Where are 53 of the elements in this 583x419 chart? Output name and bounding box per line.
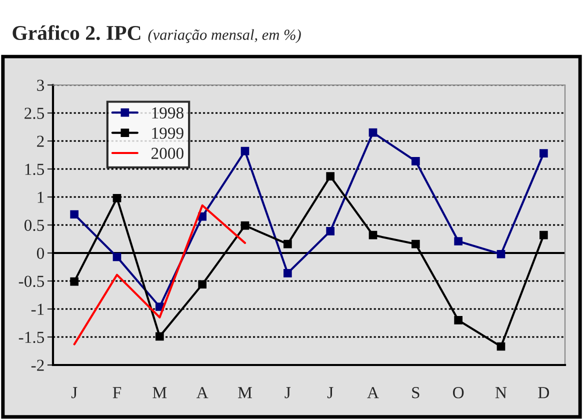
point bbox=[540, 149, 548, 158]
x-tick-label: M bbox=[152, 387, 167, 398]
chart-subtitle: (variação mensal, em %) bbox=[148, 29, 301, 44]
legend-label: 2000 bbox=[151, 148, 184, 159]
point bbox=[156, 302, 164, 311]
point bbox=[284, 240, 292, 248]
point bbox=[454, 316, 462, 324]
y-tick-label: 3 bbox=[37, 80, 44, 91]
y-tick-label: 2 bbox=[37, 136, 44, 147]
legend-label: 1999 bbox=[152, 128, 184, 139]
point bbox=[156, 332, 164, 341]
x-tick-label: F bbox=[112, 387, 122, 398]
point bbox=[240, 146, 250, 156]
x-tick-label: J bbox=[284, 387, 291, 398]
point bbox=[326, 226, 334, 236]
y-tick-label: -1 bbox=[31, 304, 44, 315]
y-tick-label: 1.5 bbox=[25, 164, 44, 176]
point bbox=[326, 172, 334, 180]
legend-label: 1998 bbox=[152, 107, 184, 119]
x-tick-label: J bbox=[71, 387, 78, 398]
x-tick-label: O bbox=[453, 387, 464, 398]
point bbox=[368, 230, 378, 240]
chart-title: Gráfico 2. IPC bbox=[12, 25, 140, 40]
point bbox=[112, 194, 122, 202]
x-tick-label: A bbox=[196, 387, 208, 398]
y-tick-label: -2 bbox=[31, 360, 44, 371]
x-tick-label: A bbox=[367, 387, 379, 398]
point bbox=[198, 280, 206, 289]
y-tick-label: 0 bbox=[36, 248, 44, 259]
y-tick-label: -1.5 bbox=[18, 332, 44, 344]
x-tick-label: J bbox=[327, 387, 334, 398]
point bbox=[70, 210, 78, 219]
x-tick-label: S bbox=[412, 387, 420, 398]
point bbox=[540, 230, 548, 240]
point bbox=[496, 342, 506, 351]
x-tick-label: D bbox=[538, 387, 550, 398]
x-tick-label: M bbox=[238, 387, 252, 398]
y-tick-label: -0.5 bbox=[18, 276, 44, 288]
x-tick-label: N bbox=[495, 387, 507, 398]
point bbox=[412, 156, 420, 166]
point bbox=[496, 250, 506, 258]
y-tick-label: 0.5 bbox=[24, 220, 44, 232]
point bbox=[368, 128, 378, 137]
point bbox=[284, 268, 292, 278]
point bbox=[240, 221, 250, 230]
point bbox=[454, 237, 462, 246]
point bbox=[412, 240, 420, 248]
point bbox=[70, 277, 78, 286]
y-tick-label: 2.5 bbox=[24, 108, 44, 120]
point bbox=[112, 252, 122, 262]
point bbox=[198, 212, 206, 221]
line-series bbox=[73, 204, 246, 346]
y-tick-label: 1 bbox=[38, 192, 44, 203]
